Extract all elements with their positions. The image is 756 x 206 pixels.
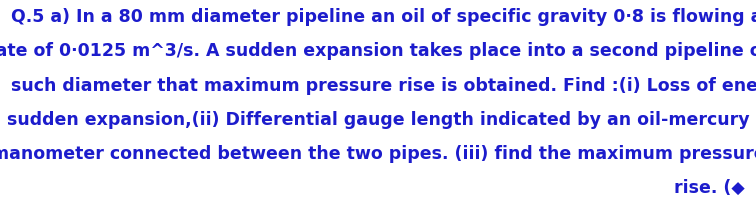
- Text: sudden expansion,(ii) Differential gauge length indicated by an oil-mercury: sudden expansion,(ii) Differential gauge…: [7, 110, 749, 128]
- Text: such diameter that maximum pressure rise is obtained. Find :(i) Loss of energy i: such diameter that maximum pressure rise…: [11, 76, 756, 94]
- Text: rise. (◆: rise. (◆: [674, 178, 745, 196]
- Text: rate of 0·0125 m^3/s. A sudden expansion takes place into a second pipeline of: rate of 0·0125 m^3/s. A sudden expansion…: [0, 42, 756, 60]
- Text: manometer connected between the two pipes. (iii) find the maximum pressure: manometer connected between the two pipe…: [0, 144, 756, 162]
- Text: Q.5 a) In a 80 mm diameter pipeline an oil of specific gravity 0·8 is flowing at: Q.5 a) In a 80 mm diameter pipeline an o…: [11, 8, 756, 26]
